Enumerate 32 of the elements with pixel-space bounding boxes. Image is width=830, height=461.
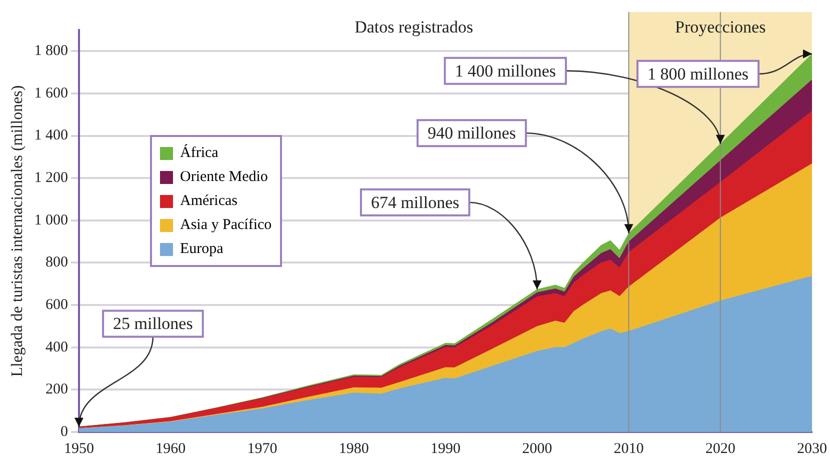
band-label: Proyecciones [675,17,766,36]
x-tick-label: 1950 [64,440,94,457]
y-tick-label: 1 200 [34,170,68,186]
y-tick-label: 1 000 [34,212,68,228]
legend-label: Oriente Medio [180,168,268,187]
y-tick-label: 800 [45,254,68,271]
x-tick-label: 1970 [247,440,278,457]
y-tick-label: 200 [45,382,68,398]
y-tick-label: 1 600 [34,85,68,102]
annotation: 25 millones [113,314,193,334]
legend-label: Asia y Pacífico [180,216,272,235]
legend-label: África [180,143,218,163]
x-tick-label: 2030 [797,440,827,457]
x-tick-label: 1960 [156,440,186,457]
y-tick-label: 600 [45,296,68,313]
annotation: Datos registrados [354,17,474,36]
x-tick-label: 2020 [705,440,736,457]
y-axis-title: Llegada de turistas internacionales (millones) [8,85,26,377]
x-tick-label: 2010 [614,440,644,457]
y-tick-label: 400 [45,339,68,356]
y-tick-label: 1 800 [34,43,68,60]
legend-label: Américas [180,192,238,211]
x-tick-label: 1980 [338,440,369,457]
x-tick-label: 1990 [430,440,460,457]
annotation: 1 800 millones [647,64,749,84]
y-tick-label: 1 400 [34,128,68,144]
x-tick-label: 2000 [522,440,552,457]
annotation: 1 400 millones [454,61,556,80]
annotation: 940 millones [428,124,516,143]
y-tick-label: 0 [60,424,68,440]
legend-label: Europa [180,240,224,259]
annotation: 674 millones [370,192,460,212]
